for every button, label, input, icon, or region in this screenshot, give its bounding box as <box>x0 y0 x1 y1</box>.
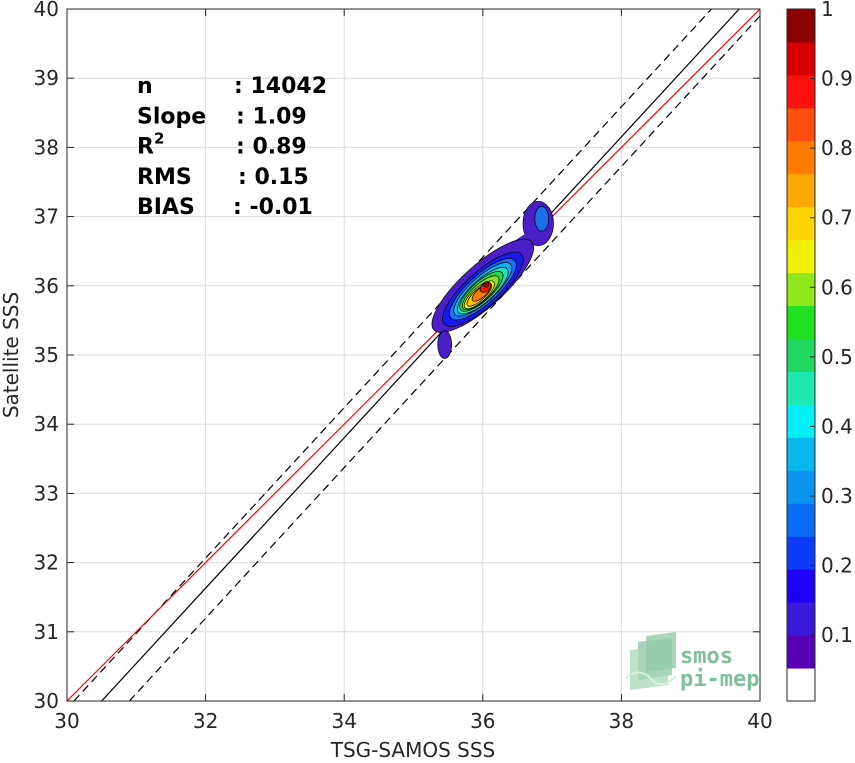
line-upper-bound <box>73 9 712 701</box>
logo-text-line2: pi-mep <box>680 667 759 692</box>
grid-lines <box>67 9 760 701</box>
y-tick-label: 39 <box>34 66 59 90</box>
y-tick-label: 31 <box>34 620 59 644</box>
colorbar-segment <box>787 9 815 43</box>
y-tick-label: 30 <box>34 689 59 713</box>
colorbar-segment <box>787 470 815 504</box>
y-tick-label: 38 <box>34 135 59 159</box>
colorbar-tick-label: 1 <box>821 0 834 21</box>
colorbar-segment <box>787 206 815 241</box>
logo-graphic-icon <box>625 632 677 690</box>
x-tick-label: 30 <box>54 709 79 733</box>
x-tick-label: 38 <box>609 709 634 733</box>
colorbar-segment <box>787 338 815 372</box>
reference-lines <box>67 9 760 701</box>
colorbar-segment <box>787 569 815 603</box>
x-tick-label: 40 <box>747 709 772 733</box>
density-contours <box>431 201 554 359</box>
x-axis-label: TSG-SAMOS SSS <box>330 738 496 762</box>
colorbar-tick-label: 0.6 <box>821 275 853 299</box>
line-regression <box>67 9 760 701</box>
colorbar-tick-label: 0.4 <box>821 414 853 438</box>
colorbar-segment <box>787 140 815 175</box>
colorbar-ticks: 0.1 0.2 0.3 0.4 0.5 0.6 0.7 0.8 0.9 1 <box>810 0 853 647</box>
stat-key: RMS <box>137 165 192 190</box>
y-tick-label: 36 <box>34 274 59 298</box>
smos-pi-mep-logo: smos pi-mep <box>625 632 759 692</box>
stat-value: : 0.15 <box>238 165 309 190</box>
y-tick-label: 32 <box>34 551 59 575</box>
colorbar-segment <box>787 272 815 307</box>
stat-key: Slope <box>137 104 206 129</box>
colorbar-tick-label: 0.2 <box>821 554 853 578</box>
x-axis-ticks: 30 32 34 36 38 40 <box>54 9 773 733</box>
density-secondary-inner <box>534 205 549 232</box>
stat-key: n <box>137 74 153 99</box>
colorbar-segment <box>787 437 815 471</box>
colorbar-segment <box>787 668 815 702</box>
colorbar-segment <box>787 602 815 636</box>
colorbar-frame <box>786 8 816 702</box>
y-tick-label: 34 <box>34 412 59 436</box>
colorbar-segment <box>787 305 815 340</box>
colorbar-segment <box>787 404 815 438</box>
colorbar-segment <box>787 536 815 570</box>
y-tick-label: 40 <box>34 0 59 21</box>
colorbar-segment <box>787 41 815 76</box>
y-tick-label: 37 <box>34 205 59 229</box>
colorbar-tick-label: 0.3 <box>821 484 853 508</box>
x-tick-label: 34 <box>331 709 356 733</box>
stat-value: : -0.01 <box>233 195 313 220</box>
colorbar-segment <box>787 74 815 109</box>
stat-value: : 0.89 <box>236 135 307 160</box>
y-tick-label: 33 <box>34 481 59 505</box>
colorbar-tick-label: 0.1 <box>821 623 853 647</box>
colorbar-segment <box>787 239 815 274</box>
colorbar-tick-label: 0.8 <box>821 136 853 160</box>
colorbar-tick-label: 0.9 <box>821 67 853 91</box>
stat-value: : 14042 <box>234 74 327 99</box>
logo-text-line1: smos <box>680 644 733 669</box>
colorbar-segment <box>787 371 815 405</box>
colorbar <box>786 8 816 702</box>
colorbar-tick-label: 0.5 <box>821 345 853 369</box>
y-axis-label: Satellite SSS <box>0 292 23 418</box>
y-axis-ticks: 30 31 32 33 34 35 36 37 38 39 40 <box>34 0 760 713</box>
x-tick-label: 36 <box>470 709 495 733</box>
density-contour-level <box>483 281 490 288</box>
density-tail <box>437 330 452 359</box>
colorbar-segment <box>787 173 815 208</box>
colorbar-segment <box>787 635 815 669</box>
stat-key: BIAS <box>137 195 195 220</box>
stat-value: : 1.09 <box>236 104 307 129</box>
colorbar-tick-label: 0.7 <box>821 206 853 230</box>
line-one-to-one <box>101 9 740 701</box>
y-tick-label: 35 <box>34 343 59 367</box>
colorbar-segment <box>787 503 815 537</box>
colorbar-segment <box>787 107 815 142</box>
x-tick-label: 32 <box>193 709 218 733</box>
